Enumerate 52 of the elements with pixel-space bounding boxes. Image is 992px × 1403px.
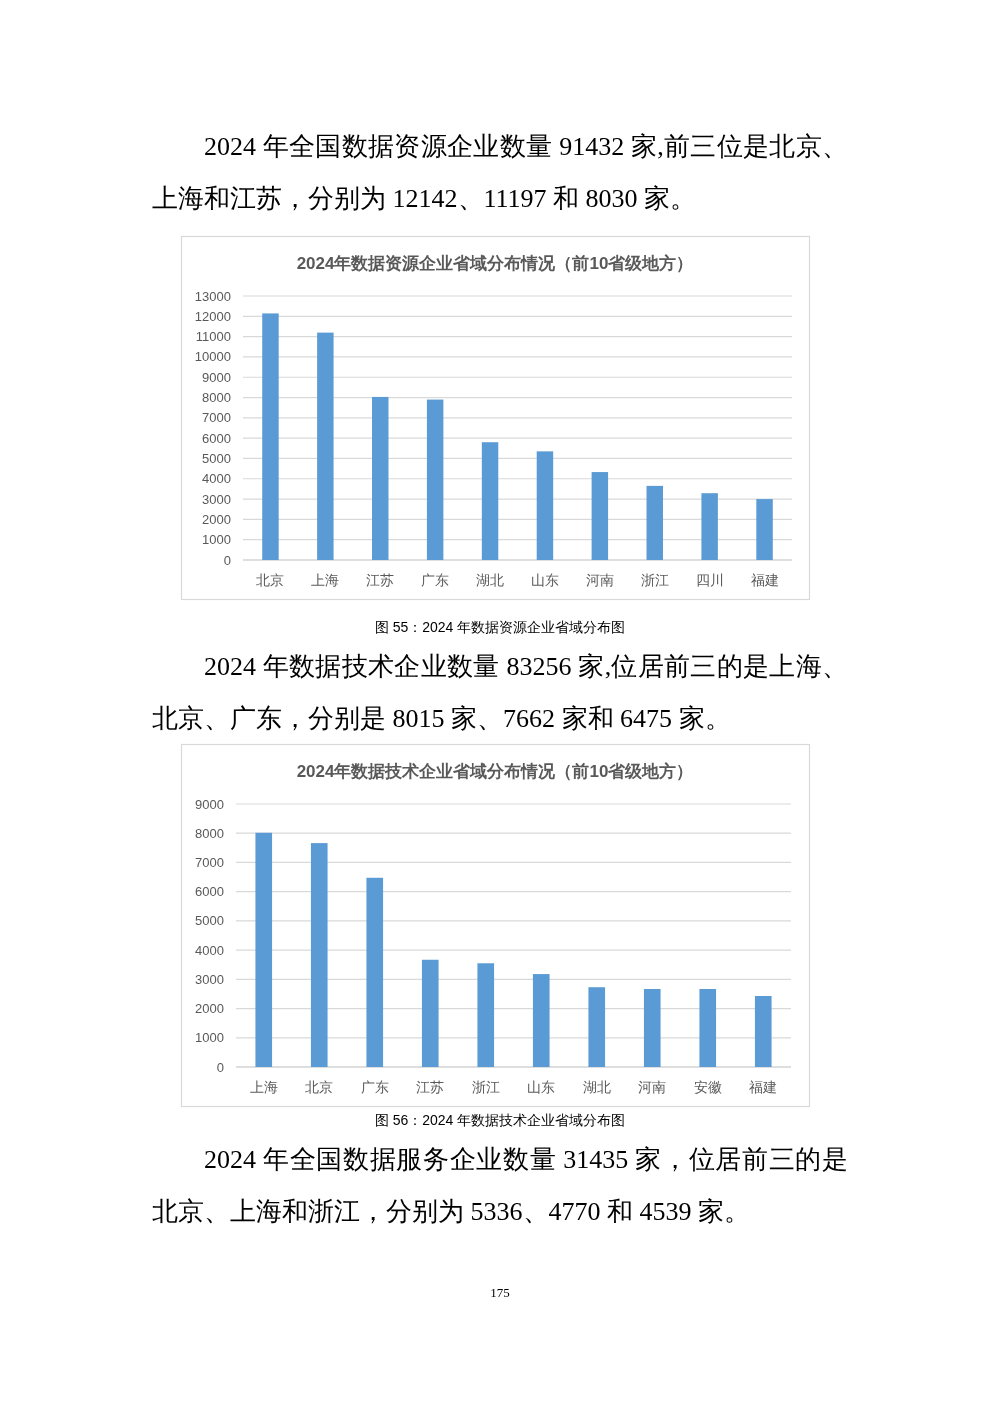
xtick-label: 福建 <box>749 1079 778 1095</box>
ytick-label: 2000 <box>195 1001 224 1017</box>
title: 2024年数据资源企业省域分布情况（前10省级地方） <box>296 253 694 273</box>
ytick-label: 3000 <box>202 491 231 507</box>
xtick-label: 江苏 <box>416 1079 445 1095</box>
xtick-label: 上海 <box>311 572 340 588</box>
xtick-label: 北京 <box>305 1079 334 1095</box>
ytick-label: 7000 <box>202 410 231 426</box>
page-number: 175 <box>489 1285 511 1301</box>
xtick-label: 河南 <box>585 572 614 588</box>
ytick-label: 12000 <box>194 308 231 324</box>
ytick-label: 1000 <box>195 1030 224 1046</box>
xtick-label: 河南 <box>638 1079 667 1095</box>
ytick-label: 1000 <box>202 532 231 548</box>
ytick-label: 0 <box>223 552 231 568</box>
ytick-label: 13000 <box>194 288 231 304</box>
ytick-label: 8000 <box>202 390 231 406</box>
ytick-label: 8000 <box>195 825 224 841</box>
xtick-label: 浙江 <box>640 572 669 588</box>
paragraph: 2024 年全国数据服务企业数量 31435 家，位居前三的是北京、上海和浙江，分别为 5336、4770 和 4539 家。 <box>152 1144 848 1228</box>
xtick-label: 湖北 <box>582 1079 611 1095</box>
xtick-label: 福建 <box>750 572 779 588</box>
xtick-label: 广东 <box>360 1079 389 1095</box>
ytick-label: 4000 <box>202 471 231 487</box>
paragraph: 2024 年数据技术企业数量 83256 家,位居前三的是上海、北京、广东，分别是 8015 家、7662 家和 6475 家。 <box>152 651 848 735</box>
caption: 图 56：2024 年数据技术企业省域分布图 <box>373 1111 627 1130</box>
title: 2024年数据技术企业省域分布情况（前10省级地方） <box>296 761 694 781</box>
xtick-label: 浙江 <box>471 1079 500 1095</box>
xtick-label: 北京 <box>256 572 285 588</box>
xtick-label: 安徽 <box>693 1079 722 1095</box>
ytick-label: 5000 <box>195 913 224 929</box>
ytick-label: 5000 <box>202 450 231 466</box>
ytick-label: 6000 <box>195 884 224 900</box>
caption: 图 55：2024 年数据资源企业省域分布图 <box>373 618 627 637</box>
xtick-label: 山东 <box>527 1079 556 1095</box>
ytick-label: 6000 <box>202 430 231 446</box>
ytick-label: 9000 <box>195 796 224 812</box>
xtick-label: 四川 <box>695 572 724 588</box>
ytick-label: 10000 <box>194 349 231 365</box>
ytick-label: 4000 <box>195 942 224 958</box>
xtick-label: 广东 <box>421 572 450 588</box>
xtick-label: 江苏 <box>366 572 395 588</box>
ytick-label: 9000 <box>202 369 231 385</box>
ytick-label: 7000 <box>195 854 224 870</box>
ytick-label: 2000 <box>202 511 231 527</box>
paragraph: 2024 年全国数据资源企业数量 91432 家,前三位是北京、上海和江苏，分别为 12142、11197 和 8030 家。 <box>152 131 848 215</box>
ytick-label: 3000 <box>195 971 224 987</box>
ytick-label: 11000 <box>195 329 231 345</box>
xtick-label: 上海 <box>249 1079 278 1095</box>
ytick-label: 0 <box>216 1059 224 1075</box>
xtick-label: 山东 <box>530 572 559 588</box>
xtick-label: 湖北 <box>476 572 505 588</box>
